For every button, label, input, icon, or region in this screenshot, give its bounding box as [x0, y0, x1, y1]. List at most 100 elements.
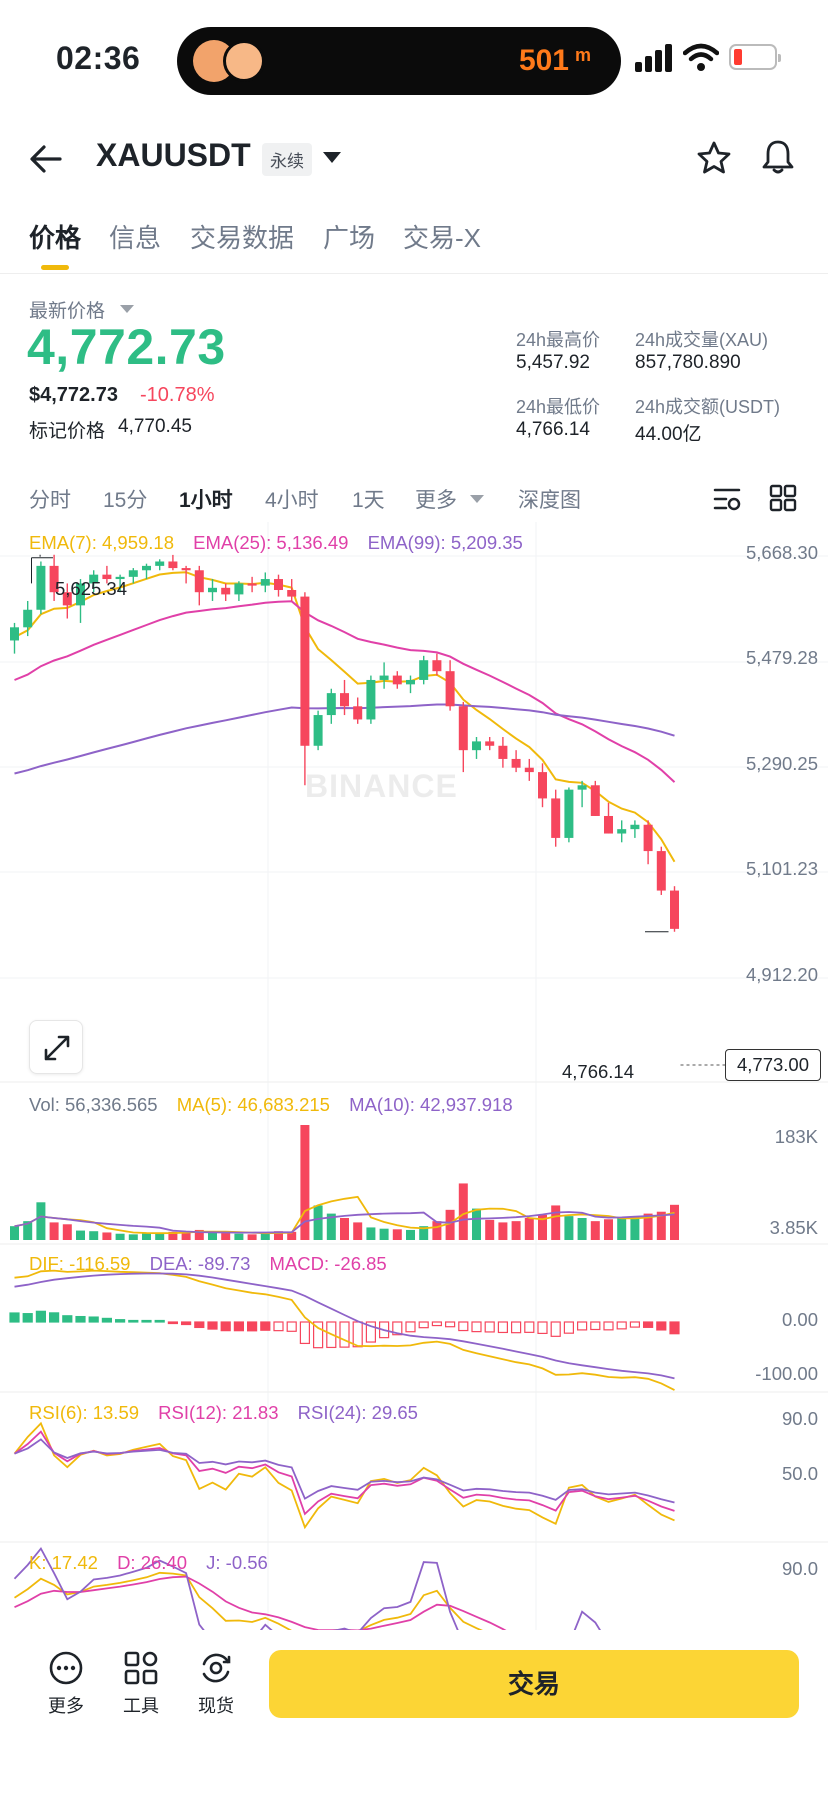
macd-bar [511, 1321, 522, 1334]
macd-bar [537, 1321, 548, 1335]
interval-4h[interactable]: 4小时 [265, 489, 319, 512]
candle-body [49, 565, 59, 593]
candle-body [617, 829, 627, 834]
interval-15m[interactable]: 15分 [103, 489, 148, 512]
rsi6-label: RSI(6): 13.59 [29, 1402, 140, 1423]
amount-label: 24h成交额(USDT) [635, 397, 781, 417]
candle-body [168, 561, 178, 569]
macd-bar [497, 1321, 508, 1334]
candle-body [142, 565, 151, 571]
island-count: 501 [518, 44, 569, 77]
interval-1h[interactable]: 1小时 [179, 489, 233, 512]
macd-bar [616, 1321, 627, 1330]
rsi24-label: RSI(24): 29.65 [297, 1402, 418, 1423]
candle-body [590, 785, 600, 816]
kline-chart-svg[interactable] [0, 522, 828, 1630]
ema-legend: EMA(7): 4,959.18 EMA(25): 5,136.49 EMA(9… [29, 532, 537, 554]
high-value: 5,457.92 [516, 352, 590, 373]
dea-line [14, 1272, 675, 1380]
d-line [14, 1575, 507, 1630]
macd-bar [88, 1316, 99, 1323]
volume-bar [287, 1231, 297, 1240]
mark-price: 4,770.45 [118, 416, 192, 437]
signal-icon [635, 44, 675, 72]
volume-legend: Vol: 56,336.565 MA(5): 46,683.215 MA(10)… [29, 1094, 527, 1116]
interval-line[interactable]: 分时 [29, 489, 71, 512]
candle-body [23, 609, 33, 628]
k-line [14, 1571, 483, 1630]
fullscreen-button[interactable] [29, 1020, 83, 1074]
kdj-legend: K: 17.42 D: 26.40 J: -0.56 [29, 1552, 282, 1574]
latest-price-dropdown-icon[interactable] [120, 305, 134, 313]
macd-bar [563, 1321, 575, 1334]
macd-bar [286, 1321, 297, 1332]
more-button[interactable]: 更多 [31, 1650, 101, 1718]
more-dropdown-icon[interactable] [470, 495, 484, 503]
macd-bar [154, 1319, 165, 1323]
pair-title[interactable]: XAUUSDT [96, 137, 251, 173]
dynamic-island[interactable]: 501 m [177, 27, 621, 95]
candle-body [577, 785, 587, 790]
status-time: 02:36 [56, 40, 141, 76]
macd-bar [669, 1321, 680, 1335]
pair-dropdown-icon[interactable] [323, 152, 341, 163]
macd-bar [445, 1321, 456, 1328]
bottom-action-bar: 更多 工具 现货 交易 [0, 1630, 828, 1800]
favorite-star-icon[interactable] [696, 140, 732, 176]
macd-axis-label: -100.00 [755, 1363, 818, 1384]
volume-label: 24h成交量(XAU) [635, 330, 769, 350]
d-label: D: 26.40 [117, 1552, 187, 1573]
latest-price-label[interactable]: 最新价格 [29, 301, 106, 322]
depth-chart-tab[interactable]: 深度图 [518, 489, 581, 512]
vol-label: Vol: 56,336.565 [29, 1094, 158, 1115]
candle-body [379, 675, 389, 680]
tab-trading-data[interactable]: 交易数据 [190, 223, 295, 253]
price-axis-label: 5,290.25 [745, 753, 818, 774]
macd-bar [550, 1321, 561, 1337]
macd-bar [62, 1315, 73, 1323]
candle-body [313, 715, 323, 746]
layout-grid-icon[interactable] [769, 484, 797, 512]
vol-ma5-label: MA(5): 46,683.215 [176, 1094, 330, 1115]
macd-bar [75, 1315, 86, 1323]
rsi6-line [13, 1421, 675, 1530]
candle-body [300, 596, 310, 746]
candle-body [498, 745, 508, 759]
back-arrow-icon[interactable] [28, 141, 64, 177]
interval-1d[interactable]: 1天 [352, 489, 385, 512]
macd-label: MACD: -26.85 [269, 1253, 387, 1274]
tab-square[interactable]: 广场 [323, 223, 376, 253]
latest-price: 4,772.73 [27, 319, 226, 375]
candle-body [247, 583, 257, 586]
kline-chart[interactable]: BINANCE EMA(7): 4,959.18 EMA(25): 5,136.… [0, 522, 828, 1630]
chart-settings-icon[interactable] [712, 484, 742, 514]
macd-bar [35, 1310, 47, 1323]
dea-label: DEA: -89.73 [149, 1253, 251, 1274]
more-label: 更多 [48, 1696, 84, 1716]
trade-button[interactable]: 交易 [269, 1650, 799, 1718]
volume-bar [643, 1213, 653, 1240]
usd-price: $4,772.73 [29, 384, 118, 406]
candle-body [458, 706, 468, 751]
tab-price[interactable]: 价格 [29, 223, 82, 253]
bell-icon[interactable] [760, 138, 796, 176]
dif-line [14, 1269, 675, 1391]
tools-button[interactable]: 工具 [106, 1650, 176, 1718]
volume-bar [10, 1226, 19, 1240]
vol-ma10-label: MA(10): 42,937.918 [349, 1094, 513, 1115]
volume-bar [353, 1222, 363, 1240]
high-marker-label: 5,625.34 [55, 578, 128, 599]
price-change: -10.78% [140, 384, 215, 406]
macd-bar [22, 1313, 33, 1323]
candle-body [485, 741, 495, 746]
tab-info[interactable]: 信息 [109, 223, 162, 253]
spot-button[interactable]: 现货 [181, 1650, 251, 1718]
volume-bar [392, 1229, 402, 1240]
tab-trade-x[interactable]: 交易-X [403, 223, 482, 253]
volume-value: 857,780.890 [635, 352, 741, 373]
candle-body [445, 671, 455, 707]
interval-more[interactable]: 更多 [415, 489, 457, 512]
candle-body [406, 679, 415, 685]
candle-body [274, 579, 283, 591]
macd-bar [590, 1321, 601, 1331]
